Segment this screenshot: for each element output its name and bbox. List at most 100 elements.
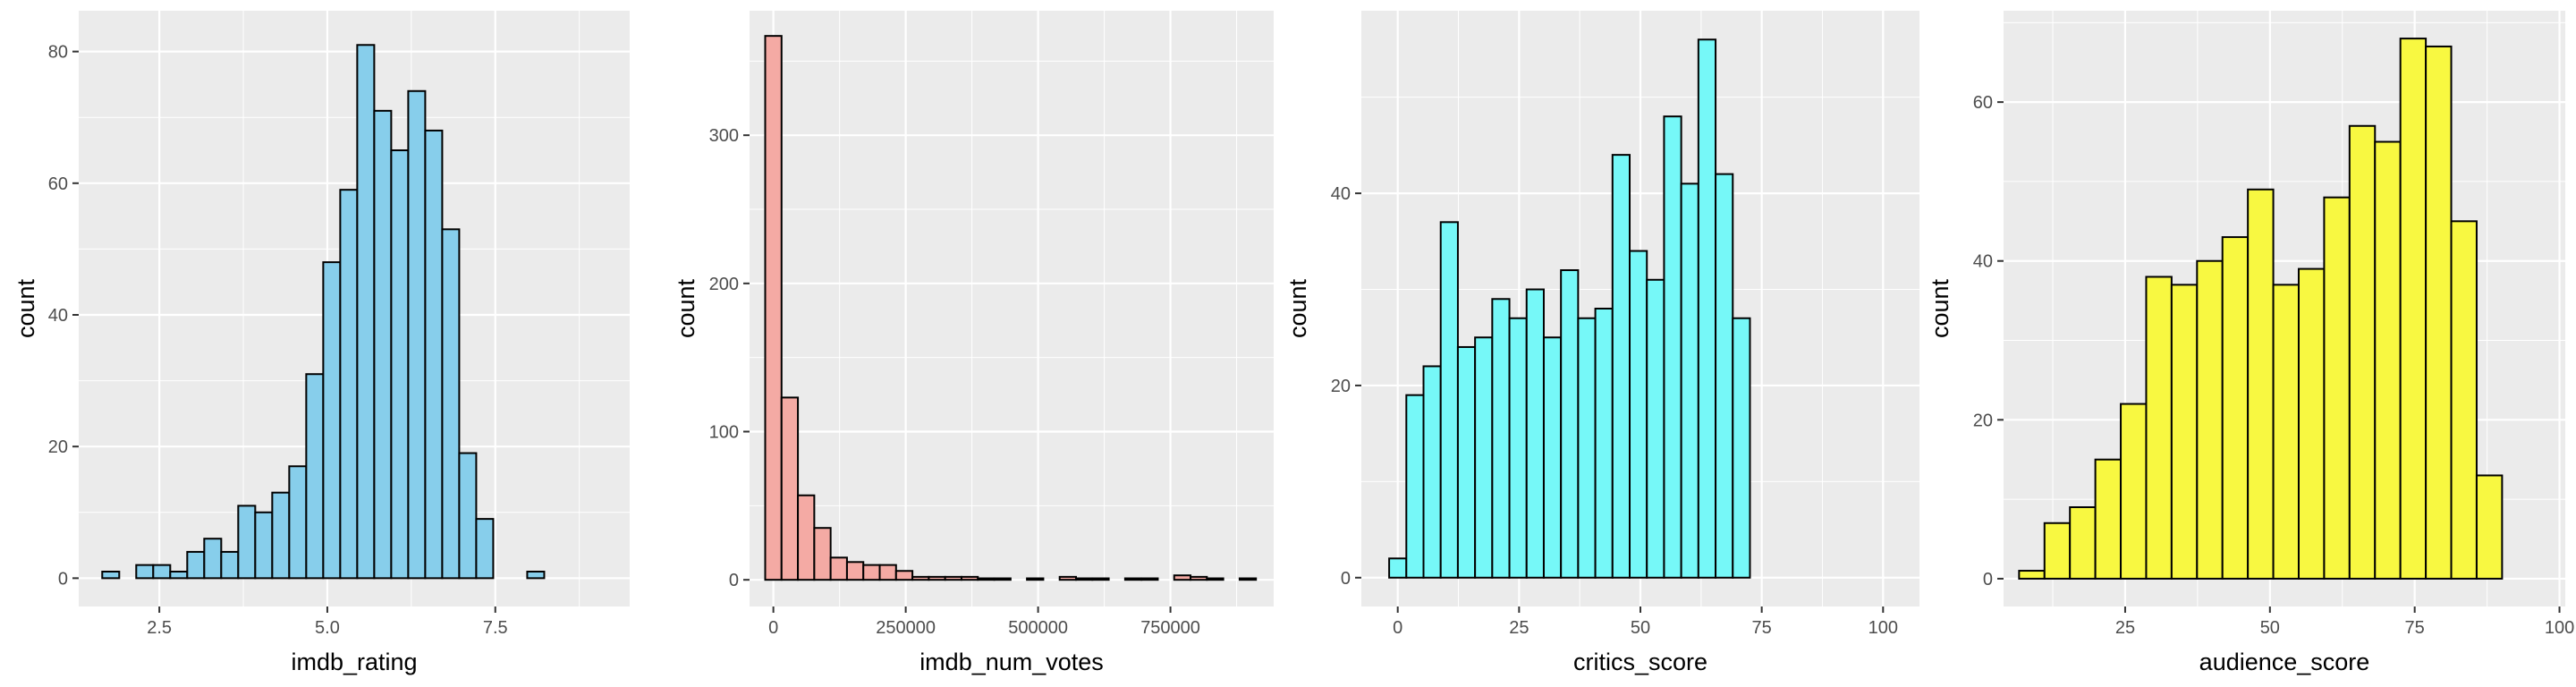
y-tick-label: 200 <box>709 275 739 294</box>
histogram-bar <box>526 570 546 580</box>
x-tick-label: 25 <box>1509 618 1529 638</box>
histogram-bar <box>441 228 461 580</box>
x-tick-label: 0 <box>768 618 778 638</box>
histogram-bar <box>878 564 897 581</box>
histogram-bar <box>1075 577 1094 581</box>
x-tick-label: 500000 <box>1008 618 1068 638</box>
histogram-bar <box>424 129 444 580</box>
histogram-bar <box>1439 221 1459 579</box>
histogram-bar <box>1508 317 1528 579</box>
x-tick-label: 250000 <box>876 618 936 638</box>
histogram-bar <box>2323 196 2351 580</box>
histogram-bar <box>458 452 478 580</box>
histogram-bar <box>203 538 223 580</box>
x-tick-label: 75 <box>2405 618 2425 638</box>
histogram-bar <box>780 396 800 581</box>
histogram-bar <box>2348 124 2377 580</box>
histogram-bar <box>1058 575 1078 581</box>
histogram-bar <box>1491 298 1511 579</box>
histogram-bar <box>894 570 914 581</box>
y-axis-title: count <box>1284 278 1311 338</box>
x-tick-label: 750000 <box>1140 618 1200 638</box>
histogram-bar <box>1456 345 1477 579</box>
histogram-bar <box>1026 577 1045 581</box>
x-tick-label: 7.5 <box>483 618 508 638</box>
histogram-bar <box>271 491 291 580</box>
histogram-bar <box>1388 557 1408 579</box>
histogram-bar <box>1123 577 1143 581</box>
histogram-bar <box>2450 220 2478 580</box>
histogram-bar <box>1611 154 1631 579</box>
histogram-bar <box>407 89 427 580</box>
histogram-bar <box>944 575 962 581</box>
x-axis-title: audience_score <box>2199 649 2370 675</box>
histogram-bar <box>373 109 393 580</box>
y-axis-title: count <box>673 278 699 338</box>
x-tick-label: 100 <box>1868 618 1898 638</box>
y-tick-label: 20 <box>1331 377 1351 396</box>
x-axis-title: critics_score <box>1573 649 1707 675</box>
y-tick-label: 20 <box>48 437 68 457</box>
histogram-bar <box>1422 365 1442 579</box>
histogram-bar <box>1732 317 1751 579</box>
x-tick-label: 100 <box>2545 618 2574 638</box>
y-axis-title: count <box>13 278 39 338</box>
y-tick-label: 20 <box>1973 411 1993 430</box>
histogram-bar <box>305 373 325 580</box>
histogram-bar <box>1663 115 1682 579</box>
x-tick-label: 50 <box>1631 618 1650 638</box>
histogram-bar <box>862 564 881 581</box>
histogram-bar <box>220 550 240 580</box>
histogram-bar <box>339 189 359 580</box>
chart-panel-1: 2.5 5.0 7.5 0 20 40 60 80 imdb_rating count <box>13 11 630 675</box>
histogram-bar <box>288 465 308 580</box>
histogram-bar <box>2297 267 2326 580</box>
y-tick-label: 60 <box>1973 93 1993 113</box>
histogram-bar <box>135 564 155 580</box>
histogram-bar <box>2145 276 2173 580</box>
histogram-bar <box>1560 269 1580 579</box>
x-axis-title: imdb_rating <box>291 649 417 675</box>
histogram-bar <box>845 561 865 581</box>
histogram-bar <box>475 518 495 580</box>
histogram-bar <box>1190 575 1208 581</box>
y-tick-label: 40 <box>1331 184 1351 204</box>
histogram-bar <box>254 511 274 580</box>
y-tick-label: 80 <box>48 43 68 63</box>
x-tick-label: 2.5 <box>147 618 172 638</box>
plot-background <box>750 11 1274 606</box>
histogram-bar <box>911 575 930 581</box>
histogram-bar <box>186 550 206 580</box>
histogram-bar <box>2170 284 2199 580</box>
histogram-bar <box>2221 236 2250 580</box>
y-tick-label: 60 <box>48 174 68 194</box>
histogram-bar <box>322 261 342 580</box>
histogram-bar <box>928 575 946 581</box>
histogram-bar <box>797 494 816 581</box>
histogram-bar <box>2018 570 2046 580</box>
histogram-bar <box>1206 577 1224 581</box>
histogram-bar <box>1646 278 1665 579</box>
x-tick-label: 5.0 <box>315 618 340 638</box>
x-tick-label: 75 <box>1752 618 1772 638</box>
histogram-bar <box>2425 45 2453 580</box>
x-axis-title: imdb_num_votes <box>919 649 1104 675</box>
histogram-bar <box>2196 259 2224 580</box>
histogram-bar <box>2120 403 2148 580</box>
histogram-bar <box>2272 284 2300 580</box>
histogram-bar <box>977 577 996 581</box>
y-tick-label: 0 <box>1341 569 1351 589</box>
histogram-bar <box>390 149 410 580</box>
y-tick-label: 100 <box>709 423 739 443</box>
histogram-bar <box>993 577 1012 581</box>
x-tick-label: 0 <box>1393 618 1402 638</box>
histogram-bar <box>2094 458 2123 580</box>
histogram-bar <box>2399 38 2428 580</box>
y-tick-label: 0 <box>729 571 739 590</box>
histogram-bar <box>101 570 121 580</box>
histogram-bar <box>169 570 189 580</box>
y-tick-label: 0 <box>58 569 68 589</box>
histogram-bar <box>1577 317 1597 579</box>
histogram-bar <box>1173 574 1192 581</box>
histogram-bar <box>2475 474 2504 580</box>
